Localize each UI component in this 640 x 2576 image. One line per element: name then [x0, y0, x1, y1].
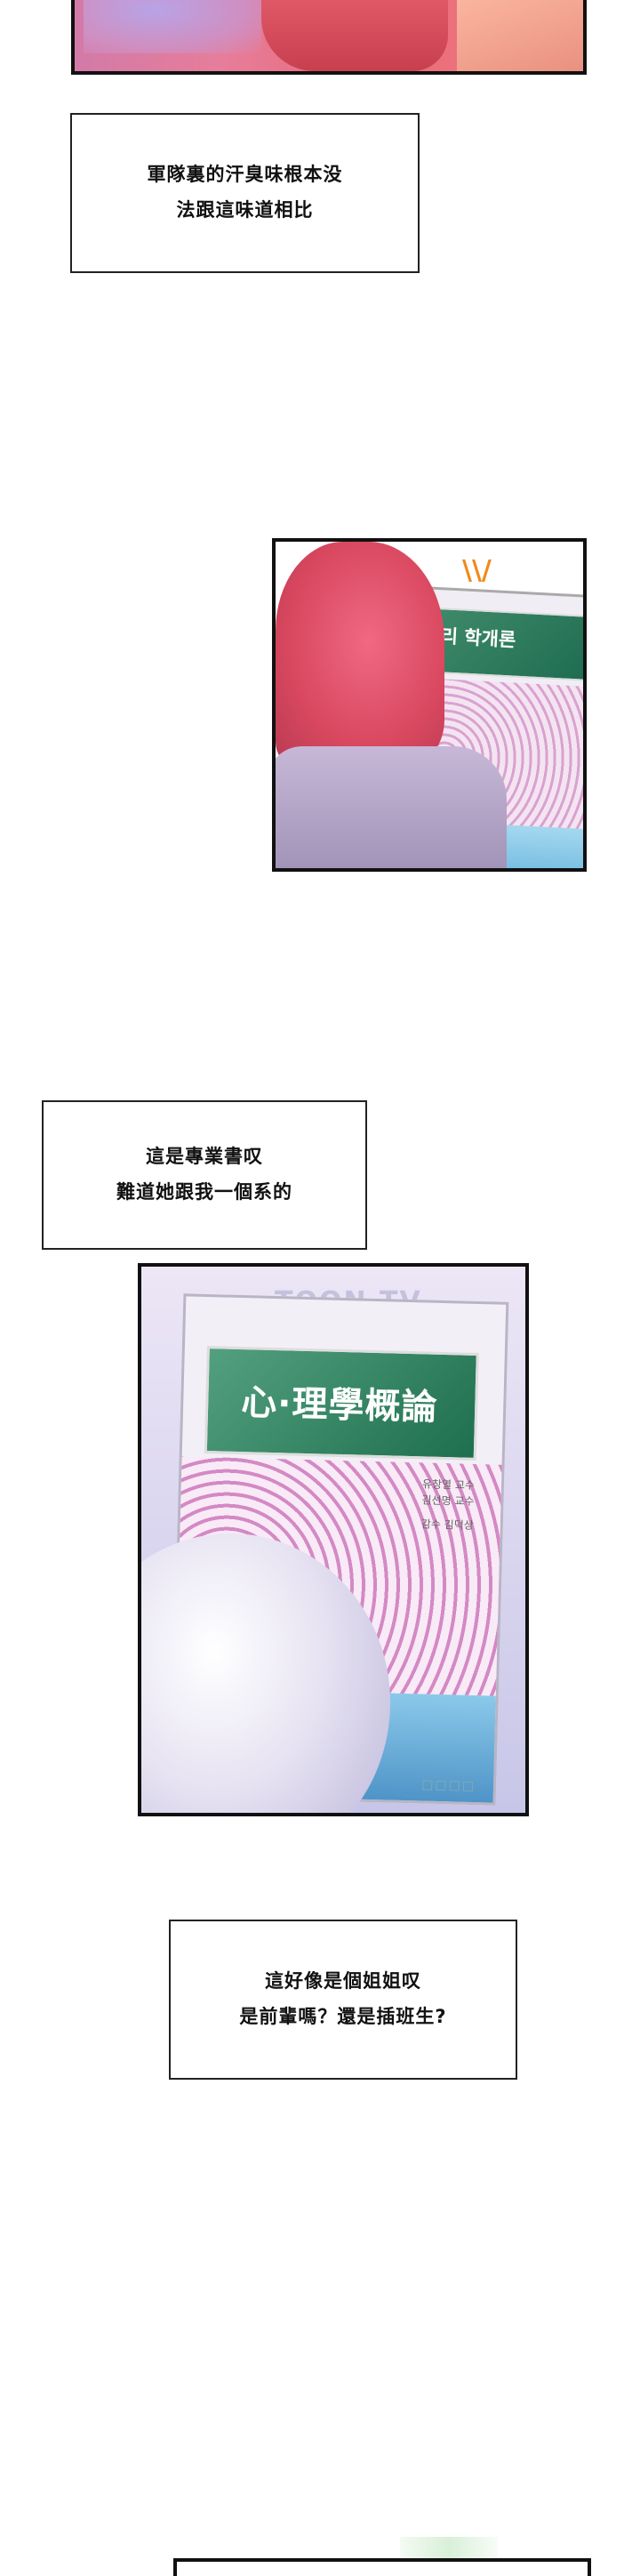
book-author-1: 유창열 교수: [421, 1477, 476, 1492]
caption-1-line-1: 軍隊裏的汗臭味根本没: [147, 164, 343, 186]
book-title: 리 학개론: [440, 625, 516, 651]
caption-3-line-2: 是前輩嗎？還是插班生?: [239, 2006, 447, 2027]
blurred-background: [84, 0, 261, 53]
bottom-fade: [400, 2537, 498, 2562]
book-supervisor: 감수 김덕상: [420, 1517, 474, 1532]
caption-1-line-2: 法跟這味道相比: [176, 199, 314, 221]
panel-book-closeup: TOON.TV 心·理學概論 유창열 교수 김선명 교수 감수 김덕상 □□□□: [138, 1263, 529, 1816]
character-skin: [457, 0, 583, 71]
caption-box-3: 這好像是個姐姐叹 是前輩嗎？還是插班生?: [169, 1920, 517, 2080]
surprise-mark-icon: \\/: [462, 555, 492, 586]
caption-3-line-1: 這好像是個姐姐叹: [265, 1970, 421, 1992]
book-author-2: 김선명 교수: [421, 1493, 475, 1508]
character-hoodie: [276, 746, 507, 868]
panel-girl-with-book: 리 학개론 \\/: [272, 538, 587, 872]
caption-box-2: 這是專業書叹 難道她跟我一個系的: [42, 1100, 367, 1250]
caption-2-line-2: 難道她跟我一個系的: [116, 1181, 292, 1203]
caption-box-1: 軍隊裏的汗臭味根本没 法跟這味道相比: [70, 113, 420, 273]
caption-2-line-1: 這是專業書叹: [146, 1146, 263, 1168]
character-hair: [261, 0, 448, 71]
book-title: 心·理學概論: [240, 1382, 439, 1429]
panel-bottom-cropped: [173, 2558, 591, 2576]
panel-top-cropped: [71, 0, 587, 75]
character-head: [276, 542, 444, 764]
book-barcode: □□□□: [420, 1777, 476, 1794]
